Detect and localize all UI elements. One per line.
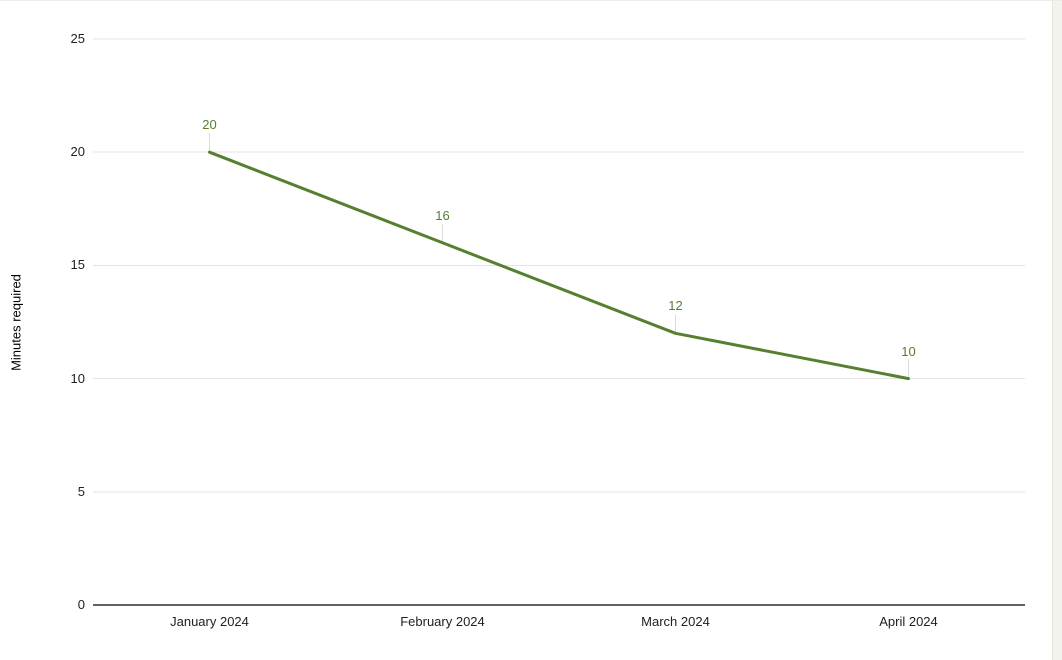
x-axis-category-label: March 2024 (641, 614, 710, 629)
x-axis-category-label: February 2024 (400, 614, 485, 629)
y-axis-tick-label: 10 (70, 370, 85, 386)
x-axis-category-label: January 2024 (170, 614, 249, 629)
y-axis-tick-label: 0 (77, 597, 85, 612)
leader-lines-group (209, 133, 909, 378)
gridlines-group (93, 38, 1025, 606)
y-axis-tick-label: 25 (70, 31, 85, 46)
series-group (208, 150, 910, 381)
y-axis-tick-label: 15 (70, 257, 85, 273)
data-point-label: 20 (202, 117, 217, 133)
series-line-minutes-required (208, 150, 910, 381)
data-point-label: 16 (435, 207, 450, 223)
x-axis-category-label: April 2024 (879, 614, 938, 629)
y-axis-tick-label: 5 (77, 483, 85, 499)
data-point-label: 10 (901, 343, 916, 359)
data-point-label: 12 (668, 298, 683, 314)
y-axis-tick-label: 20 (70, 144, 85, 160)
right-edge-panel-strip (1052, 1, 1062, 660)
